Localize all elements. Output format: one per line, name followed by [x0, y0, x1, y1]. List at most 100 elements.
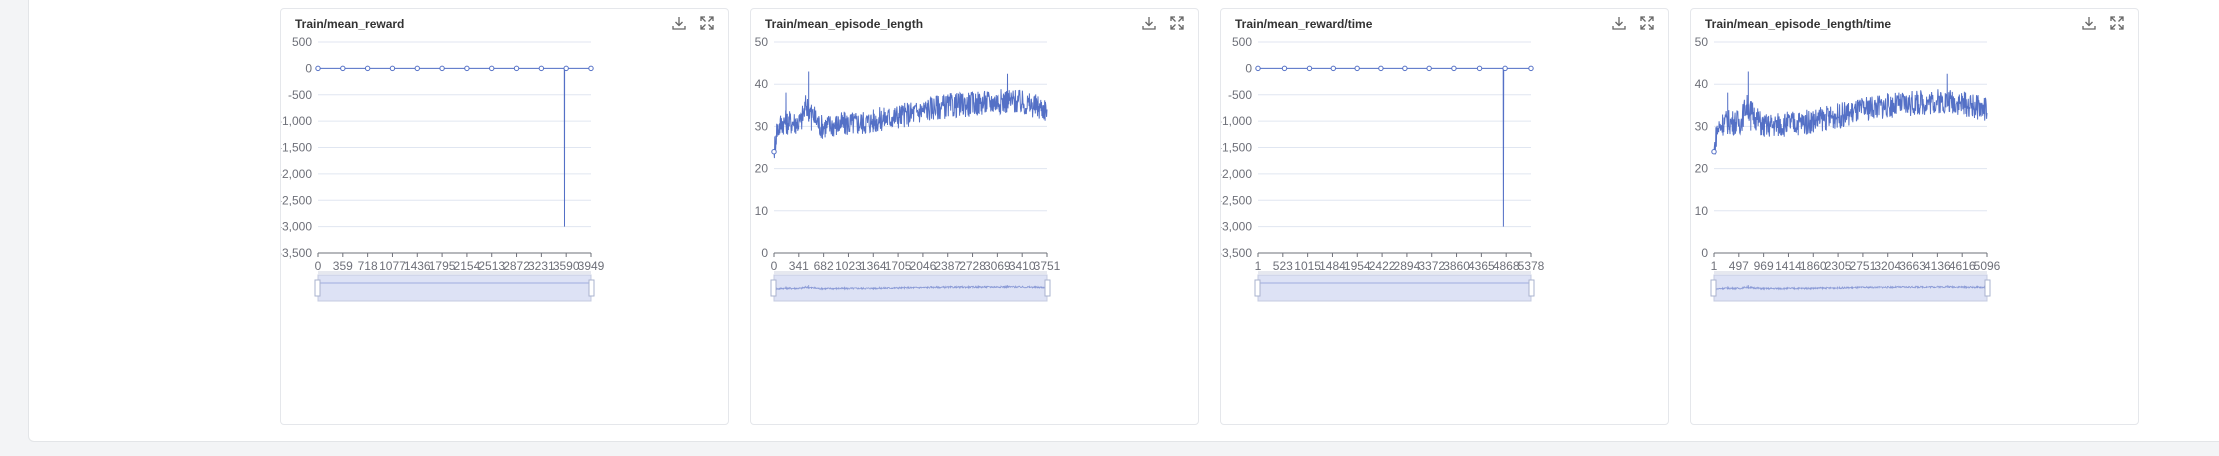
x-tick-label: 523 — [1273, 259, 1293, 273]
zoom-slider-track — [317, 274, 592, 302]
x-tick-label: 2305 — [1825, 259, 1852, 273]
x-tick-label: 5378 — [1518, 259, 1545, 273]
data-point — [464, 65, 470, 72]
zoom-slider-track — [1257, 274, 1532, 302]
data-point — [315, 65, 321, 72]
data-point — [1378, 65, 1384, 72]
x-tick-label: 3860 — [1443, 259, 1470, 273]
x-tick-label: 1 — [1255, 259, 1262, 273]
data-point — [1255, 65, 1261, 72]
y-tick-label: -500 — [288, 88, 312, 102]
x-tick-label: 4868 — [1493, 259, 1520, 273]
chart-title: Train/mean_reward/time — [1235, 17, 1373, 31]
y-tick-label: 20 — [755, 162, 769, 176]
x-tick-label: 359 — [333, 259, 353, 273]
data-point — [1281, 65, 1288, 72]
x-tick-label: 3590 — [553, 259, 580, 273]
x-tick-label: 1705 — [885, 259, 912, 273]
y-tick-label: -2,500 — [281, 193, 312, 207]
y-tick-label: 40 — [1695, 77, 1709, 91]
zoom-slider-preview — [773, 284, 1048, 292]
series-line — [773, 71, 1048, 159]
series-line — [1713, 71, 1988, 155]
zoom-slider-bar — [1258, 271, 1531, 274]
zoom-slider-handle-left — [1710, 279, 1717, 297]
x-tick-label: 497 — [1729, 259, 1749, 273]
zoom-slider-preview — [1713, 284, 1988, 292]
x-tick-label: 0 — [771, 259, 778, 273]
y-tick-label: 30 — [755, 119, 769, 133]
x-tick-label: 1364 — [860, 259, 887, 273]
x-tick-label: 4616 — [1949, 259, 1976, 273]
zoom-slider-bar — [1714, 271, 1987, 274]
download-icon[interactable] — [670, 14, 688, 32]
fullscreen-icon[interactable] — [698, 14, 716, 32]
x-tick-label: 1023 — [835, 259, 862, 273]
chart-title: Train/mean_episode_length — [765, 17, 924, 31]
chart-card-mean-episode-length-time: Train/mean_episode_length/time 50 40 30 20 1… — [1690, 8, 2139, 425]
x-tick-label: 0 — [315, 259, 322, 273]
fullscreen-icon[interactable] — [1168, 14, 1186, 32]
x-tick-label: 1 — [1711, 259, 1718, 273]
chart-title: Train/mean_reward — [295, 17, 405, 31]
x-tick-label: 4136 — [1924, 259, 1951, 273]
y-tick-label: -2,000 — [281, 167, 312, 181]
x-tick-label: 4365 — [1468, 259, 1495, 273]
data-point — [1528, 65, 1534, 72]
download-icon[interactable] — [2080, 14, 2098, 32]
data-point — [1402, 65, 1408, 72]
data-point — [563, 65, 569, 72]
x-tick-label: 3372 — [1418, 259, 1445, 273]
line-chart: 50 40 30 20 10 00 341 682 1023136417052046238727… — [755, 35, 1061, 302]
fullscreen-icon[interactable] — [1638, 14, 1656, 32]
x-tick-label: 1414 — [1775, 259, 1802, 273]
x-tick-label: 969 — [1754, 259, 1774, 273]
fullscreen-icon[interactable] — [2108, 14, 2126, 32]
y-tick-label: 500 — [292, 35, 312, 49]
y-tick-label: 500 — [1232, 35, 1252, 49]
y-tick-label: 50 — [1695, 35, 1709, 49]
data-point — [1426, 65, 1432, 72]
x-tick-label: 1015 — [1294, 259, 1321, 273]
download-icon[interactable] — [1140, 14, 1158, 32]
data-point — [1330, 65, 1336, 72]
x-tick-label: 2872 — [503, 259, 530, 273]
zoom-slider-handle-right — [1984, 279, 1991, 297]
data-point — [489, 65, 495, 72]
data-point — [1502, 65, 1508, 72]
data-point — [1451, 65, 1457, 72]
data-point — [364, 65, 371, 72]
x-tick-label: 2387 — [934, 259, 961, 273]
x-tick-label: 1484 — [1319, 259, 1346, 273]
y-tick-label: -2,500 — [1221, 193, 1252, 207]
x-tick-label: 5096 — [1974, 259, 2001, 273]
x-tick-label: 682 — [814, 259, 834, 273]
y-tick-label: -1,500 — [1221, 141, 1252, 155]
data-point — [340, 65, 346, 72]
y-tick-label: 0 — [761, 246, 768, 260]
x-tick-label: 3949 — [578, 259, 605, 273]
data-point — [1354, 65, 1360, 72]
line-chart: 50 40 30 20 10 01 497 969 1414186023052751320436… — [1695, 35, 2001, 302]
x-tick-label: 1795 — [429, 259, 456, 273]
x-tick-label: 2513 — [478, 259, 505, 273]
data-point — [414, 65, 420, 72]
y-tick-label: -1,000 — [281, 114, 312, 128]
line-chart: 500 0 -500 -1,000 -1,500 -2,000 -2,500 -3,000 -3… — [1221, 35, 1545, 302]
y-tick-label: 0 — [1701, 246, 1708, 260]
data-point — [389, 65, 396, 72]
download-icon[interactable] — [1610, 14, 1628, 32]
x-tick-label: 2894 — [1394, 259, 1421, 273]
zoom-slider-bar — [318, 271, 591, 274]
data-point — [1476, 65, 1483, 72]
x-tick-label: 1077 — [379, 259, 406, 273]
chart-card-mean-reward: Train/mean_reward 500 0 -500 -1,000 -1,500 -2… — [280, 8, 729, 425]
x-tick-label: 3231 — [528, 259, 555, 273]
y-tick-label: -3,000 — [281, 220, 312, 234]
x-tick-label: 718 — [358, 259, 378, 273]
x-tick-label: 1436 — [404, 259, 431, 273]
y-tick-label: 0 — [1245, 61, 1252, 75]
y-tick-label: 10 — [1695, 204, 1709, 218]
x-tick-label: 2154 — [454, 259, 481, 273]
zoom-slider-handle-right — [1528, 279, 1535, 297]
